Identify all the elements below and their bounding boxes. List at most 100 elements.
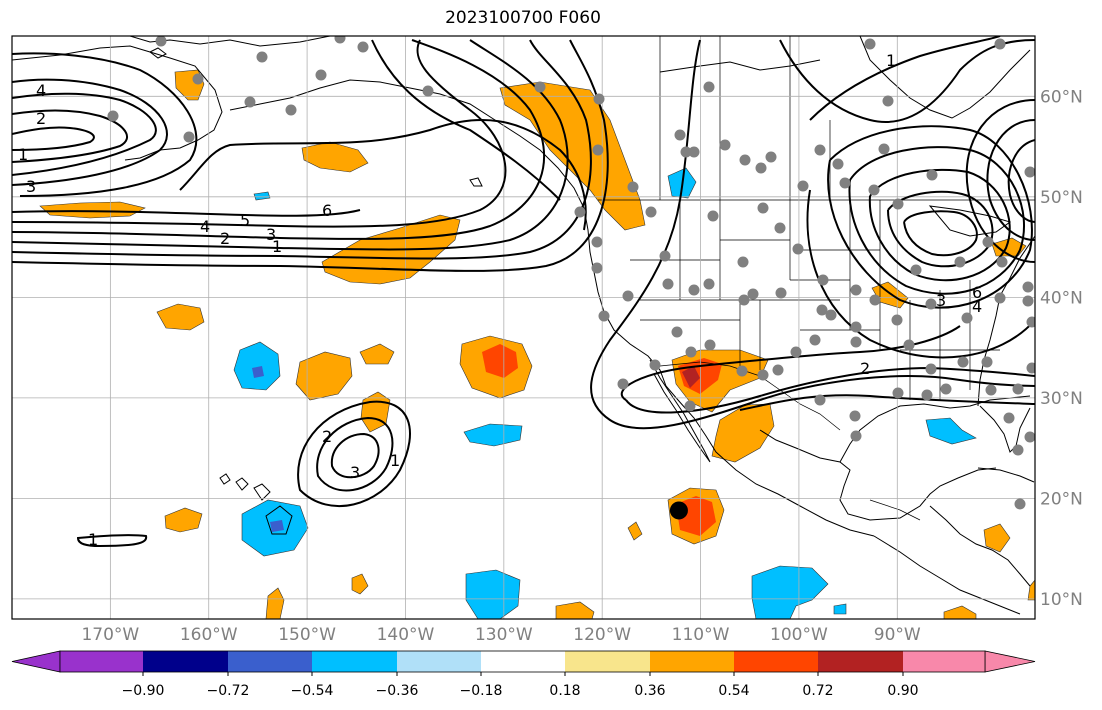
coastline — [929, 505, 1031, 587]
colorbar-border — [59, 650, 986, 673]
station-dot — [926, 169, 938, 181]
station-dot — [765, 151, 777, 163]
station-dot — [996, 256, 1008, 268]
station-dot — [593, 93, 605, 105]
latitude-labels: 10°N 20°N 30°N 40°N 50°N 60°N — [1040, 87, 1083, 610]
station-dots — [107, 36, 1035, 510]
colorbar-tick-label: −0.72 — [207, 683, 250, 699]
coastline — [265, 505, 293, 535]
contour-line — [809, 36, 1001, 121]
colorbar-extend-max — [984, 650, 1036, 673]
station-dot — [1026, 316, 1035, 328]
contour-label: 2 — [36, 109, 46, 128]
contour-line — [1007, 139, 1035, 223]
contour-line — [12, 78, 168, 186]
colorbar-segment — [903, 651, 985, 672]
station-dot — [757, 202, 769, 214]
station-dot — [921, 389, 933, 401]
station-dot — [422, 85, 434, 97]
station-dot — [574, 206, 586, 218]
station-dot — [747, 288, 759, 300]
contour-line — [12, 39, 569, 251]
positive-anomaly — [711, 403, 775, 463]
positive-anomaly — [627, 521, 643, 541]
station-dot — [850, 284, 862, 296]
station-dot — [982, 236, 994, 248]
longitude-tick-label: 170°W — [81, 625, 139, 645]
station-dot — [775, 287, 787, 299]
border — [869, 499, 921, 521]
contour-line — [739, 394, 1035, 411]
station-dot — [155, 36, 167, 47]
negative-anomaly — [463, 423, 523, 447]
negative-anomaly — [465, 569, 521, 619]
longitude-labels: 170°W 160°W 150°W 140°W 130°W 120°W 110°W 100°W… — [81, 625, 920, 645]
coastline — [928, 205, 1012, 237]
station-dot — [957, 356, 969, 368]
positive-anomaly — [295, 351, 353, 401]
station-dot — [832, 158, 844, 170]
contour-line — [827, 125, 1033, 309]
colorbar-segment — [228, 651, 312, 672]
coastline — [235, 477, 249, 491]
station-dot — [878, 143, 890, 155]
contour-line — [12, 39, 507, 228]
positive-anomaly — [359, 343, 395, 365]
longitude-tick-label: 160°W — [180, 625, 238, 645]
border — [659, 36, 831, 200]
station-dot — [1012, 383, 1024, 395]
contour-label: 6 — [322, 201, 332, 220]
colorbar-tick-label: 0.36 — [634, 683, 665, 699]
contour-line — [179, 118, 587, 231]
map-title: 2023100700 F060 — [445, 8, 601, 28]
station-dot — [817, 274, 829, 286]
contour-line — [590, 39, 1035, 430]
colorbar-tick-label: 0.72 — [802, 683, 833, 699]
station-dot — [688, 146, 700, 158]
station-dot — [1014, 498, 1026, 510]
station-dot — [985, 384, 997, 396]
colorbar-tick-label: −0.90 — [122, 683, 165, 699]
contour-label: 2 — [322, 427, 332, 446]
contour-line — [12, 39, 592, 260]
station-dot — [925, 363, 937, 375]
station-dot — [674, 129, 686, 141]
positive-anomaly — [943, 605, 977, 619]
contour-line — [965, 99, 1035, 263]
station-dot — [1022, 281, 1034, 293]
station-dot — [738, 294, 750, 306]
contour-line — [903, 210, 978, 257]
contour-line — [848, 146, 1025, 295]
negative-anomaly — [833, 603, 847, 615]
latitude-tick-label: 50°N — [1040, 188, 1083, 208]
coastline — [979, 405, 1031, 453]
colorbar-segment — [397, 651, 481, 672]
station-dot — [671, 326, 683, 338]
station-dot — [285, 104, 297, 116]
contour-labels: 4 2 1 3 4 5 6 2 3 1 1 2 3 6 4 2 3 1 1 — [18, 51, 982, 549]
contour-line — [316, 416, 394, 492]
station-dot — [617, 378, 629, 390]
contour-label: 1 — [88, 530, 98, 549]
contour-label: 5 — [240, 211, 250, 230]
station-dot — [816, 304, 828, 316]
positive-anomaly — [265, 587, 285, 619]
coastline — [859, 36, 1031, 119]
longitude-tick-label: 130°W — [475, 625, 533, 645]
station-dot — [954, 256, 966, 268]
station-dot — [737, 256, 749, 268]
longitude-tick-label: 120°W — [573, 625, 631, 645]
coastline — [873, 535, 1021, 615]
station-dot — [903, 339, 915, 351]
positive-anomaly — [1027, 579, 1035, 601]
negative-anomaly — [253, 191, 271, 201]
contour-label: 3 — [26, 177, 36, 196]
colorbar-segment — [818, 651, 903, 672]
negative-anomaly — [925, 417, 977, 445]
station-dot — [850, 321, 862, 333]
latitude-tick-label: 40°N — [1040, 288, 1083, 308]
positive-anomaly — [351, 573, 369, 595]
station-dot — [649, 359, 661, 371]
station-dot — [688, 284, 700, 296]
